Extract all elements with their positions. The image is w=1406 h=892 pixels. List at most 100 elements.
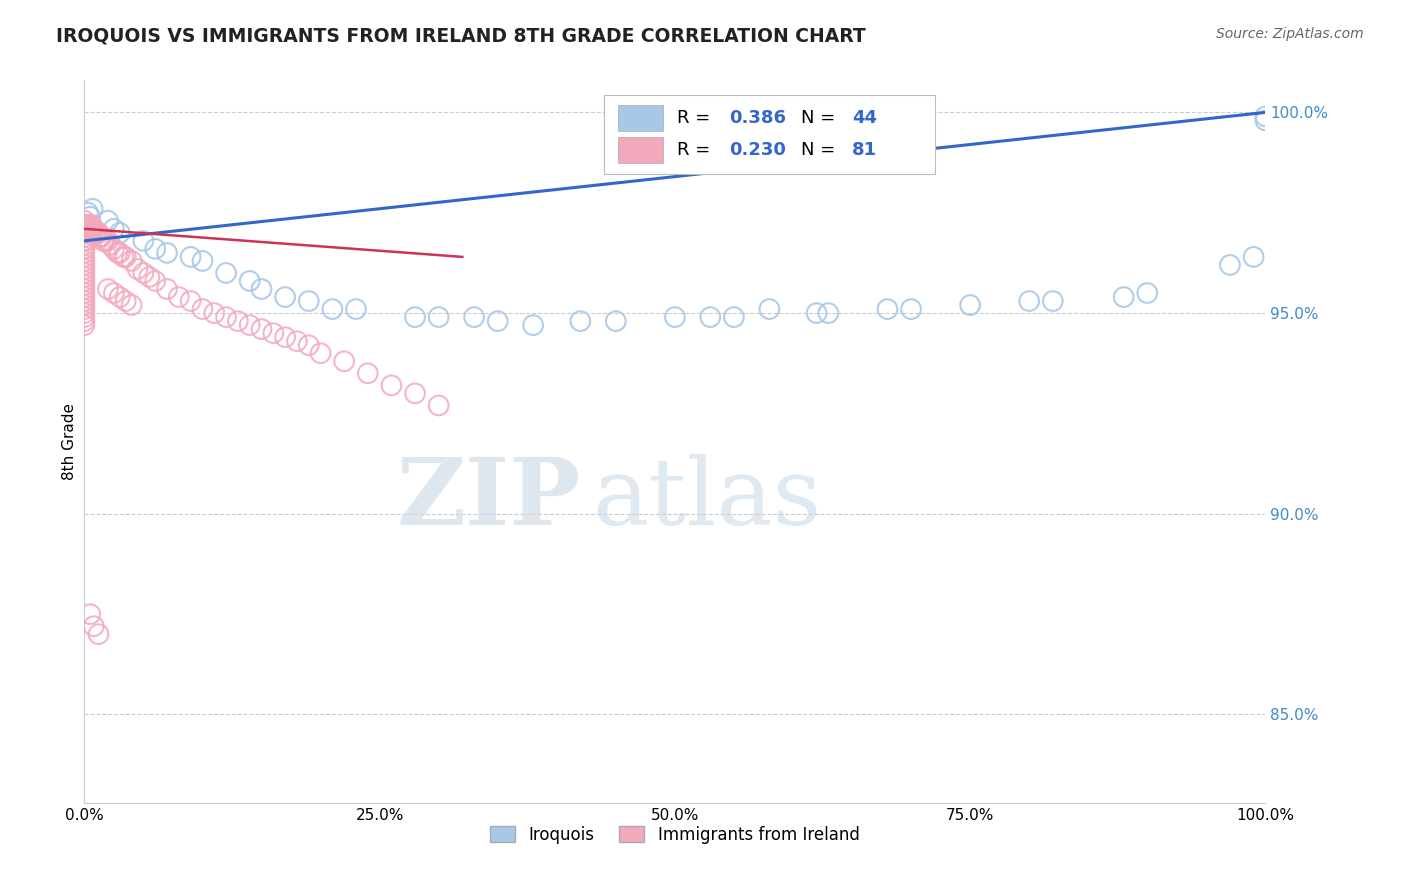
Point xyxy=(333,354,356,368)
Point xyxy=(274,330,297,344)
Point xyxy=(73,286,96,301)
Point xyxy=(806,306,828,320)
Point xyxy=(79,222,101,236)
Text: 0.230: 0.230 xyxy=(730,141,786,159)
Point xyxy=(114,294,136,309)
Text: 81: 81 xyxy=(852,141,877,159)
Point xyxy=(114,250,136,264)
Point xyxy=(80,218,103,232)
Point xyxy=(91,230,114,244)
Point xyxy=(664,310,686,325)
Point xyxy=(1219,258,1241,272)
Point xyxy=(285,334,308,349)
Point xyxy=(380,378,402,392)
Point xyxy=(486,314,509,328)
Point xyxy=(73,246,96,260)
Point xyxy=(121,298,143,312)
Point xyxy=(82,226,104,240)
Point xyxy=(132,266,155,280)
Point xyxy=(138,270,160,285)
Point xyxy=(73,242,96,256)
Point xyxy=(191,254,214,268)
Point xyxy=(1243,250,1265,264)
Y-axis label: 8th Grade: 8th Grade xyxy=(62,403,77,480)
Point xyxy=(83,222,105,236)
Point xyxy=(167,290,190,304)
Text: R =: R = xyxy=(678,141,716,159)
FancyBboxPatch shape xyxy=(619,105,664,131)
Point xyxy=(156,246,179,260)
Point xyxy=(274,290,297,304)
Point xyxy=(87,226,110,240)
Point xyxy=(357,367,380,381)
Point xyxy=(758,302,780,317)
Point xyxy=(73,294,96,309)
Point xyxy=(73,242,96,256)
Point xyxy=(522,318,544,333)
Point xyxy=(569,314,592,328)
Point xyxy=(94,234,117,248)
Point xyxy=(73,290,96,304)
Point xyxy=(107,246,129,260)
Point xyxy=(427,399,450,413)
Point xyxy=(876,302,898,317)
Point xyxy=(309,346,332,360)
Point xyxy=(1254,113,1277,128)
Point xyxy=(73,310,96,325)
Point xyxy=(73,302,96,317)
Text: R =: R = xyxy=(678,109,716,127)
Point xyxy=(463,310,485,325)
Point xyxy=(215,266,238,280)
Point xyxy=(73,274,96,288)
Point xyxy=(103,242,125,256)
Point xyxy=(73,234,96,248)
Point xyxy=(98,238,121,252)
Point xyxy=(250,282,273,296)
Point xyxy=(73,238,96,252)
Point xyxy=(262,326,284,341)
Point xyxy=(79,210,101,224)
Point xyxy=(73,218,96,232)
Point xyxy=(73,258,96,272)
Point xyxy=(191,302,214,317)
Point xyxy=(215,310,238,325)
FancyBboxPatch shape xyxy=(605,95,935,174)
Point xyxy=(143,242,166,256)
Point xyxy=(1018,294,1040,309)
Point xyxy=(605,314,627,328)
Point xyxy=(108,226,131,240)
Point xyxy=(77,218,100,232)
Point xyxy=(1112,290,1135,304)
Point xyxy=(79,607,101,622)
FancyBboxPatch shape xyxy=(619,136,664,162)
Point xyxy=(83,619,105,633)
Point xyxy=(239,318,262,333)
Point xyxy=(699,310,721,325)
Point xyxy=(108,290,131,304)
Point xyxy=(73,230,96,244)
Point xyxy=(97,214,120,228)
Point xyxy=(900,302,922,317)
Point xyxy=(73,270,96,285)
Legend: Iroquois, Immigrants from Ireland: Iroquois, Immigrants from Ireland xyxy=(482,818,868,852)
Text: ZIP: ZIP xyxy=(396,454,581,544)
Point xyxy=(404,310,426,325)
Point xyxy=(91,234,114,248)
Point xyxy=(404,386,426,401)
Text: Source: ZipAtlas.com: Source: ZipAtlas.com xyxy=(1216,27,1364,41)
Point xyxy=(112,250,135,264)
Point xyxy=(226,314,249,328)
Point xyxy=(127,262,149,277)
Point xyxy=(103,222,125,236)
Point xyxy=(77,206,100,220)
Point xyxy=(143,274,166,288)
Text: 44: 44 xyxy=(852,109,877,127)
Point xyxy=(427,310,450,325)
Point xyxy=(723,310,745,325)
Point xyxy=(344,302,367,317)
Point xyxy=(103,286,125,301)
Point xyxy=(108,246,131,260)
Point xyxy=(73,222,96,236)
Point xyxy=(73,278,96,293)
Point xyxy=(73,314,96,328)
